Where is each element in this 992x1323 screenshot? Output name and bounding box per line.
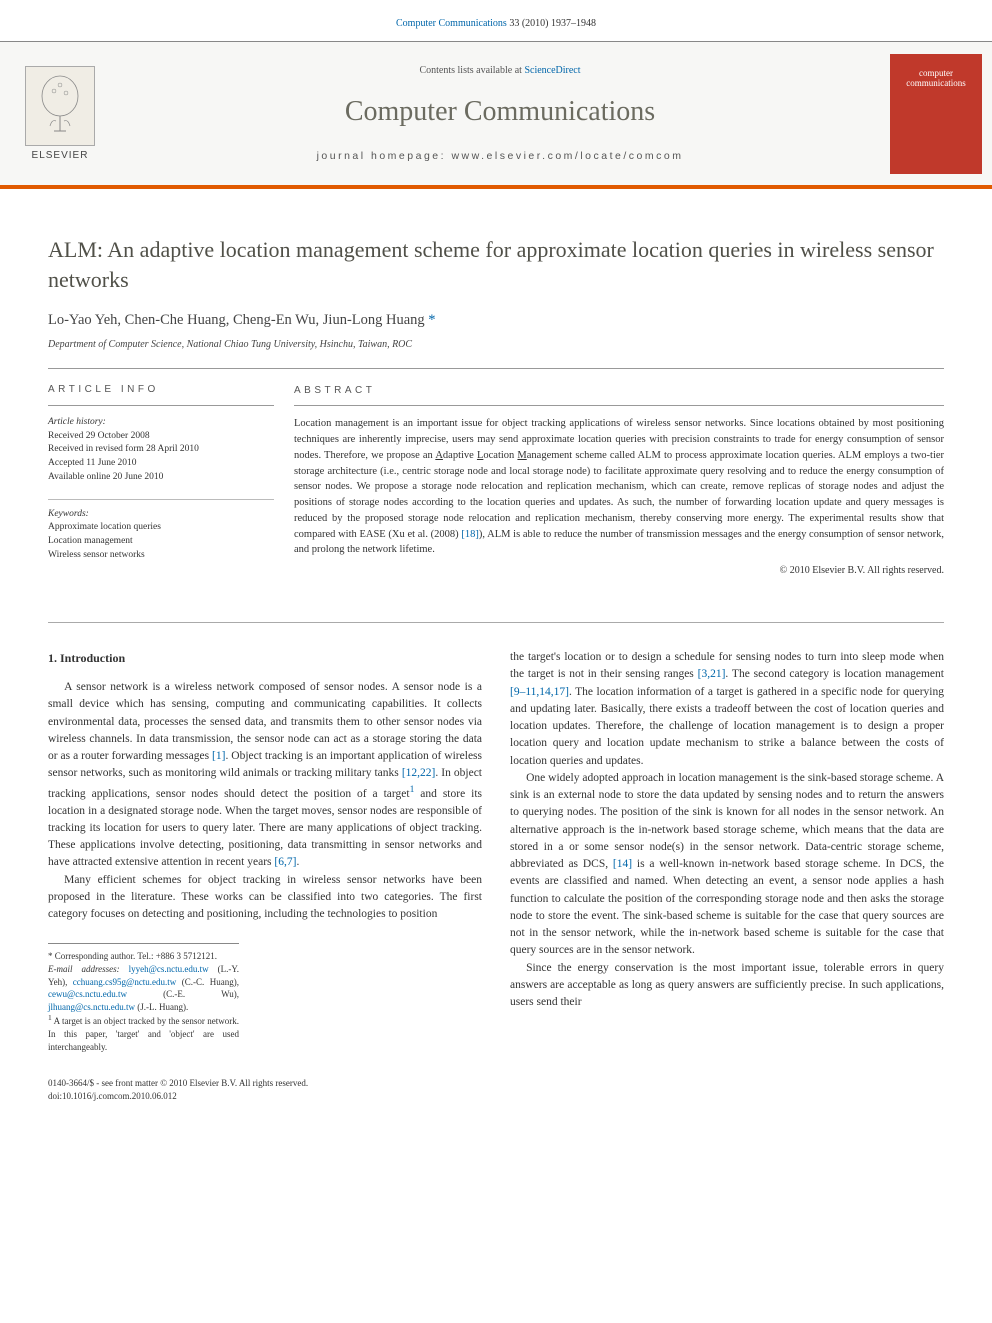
article-history-block: Article history: Received 29 October 200… — [48, 416, 274, 485]
email-label: E-mail addresses: — [48, 964, 120, 974]
citation-header: Computer Communications 33 (2010) 1937–1… — [0, 0, 992, 41]
masthead: ELSEVIER Contents lists available at Sci… — [0, 41, 992, 189]
keyword-3: Wireless sensor networks — [48, 549, 274, 563]
homepage-url[interactable]: www.elsevier.com/locate/comcom — [451, 150, 683, 162]
ref-3-21[interactable]: [3,21] — [698, 668, 726, 680]
email-footnote: E-mail addresses: lyyeh@cs.nctu.edu.tw (… — [48, 963, 239, 1013]
email-name-4: (J.-L. Huang). — [135, 1002, 188, 1012]
abstract-head: ABSTRACT — [294, 383, 944, 406]
footnote-1-text: A target is an object tracked by the sen… — [48, 1016, 239, 1051]
masthead-center: Contents lists available at ScienceDirec… — [120, 42, 880, 185]
homepage-label: journal homepage: — [317, 150, 452, 162]
ref-12-22[interactable]: [12,22] — [402, 767, 436, 779]
sciencedirect-link[interactable]: ScienceDirect — [524, 65, 580, 76]
copyright-strip: 0140-3664/$ - see front matter © 2010 El… — [48, 1077, 944, 1103]
email-name-3: (C.-E. Wu), — [127, 989, 239, 999]
journal-title: Computer Communications — [345, 96, 655, 128]
footnote-1: 1 A target is an object tracked by the s… — [48, 1013, 239, 1053]
intro-paragraph-4: Since the energy conservation is the mos… — [510, 960, 944, 1012]
article-info-panel: ARTICLE INFO Article history: Received 2… — [48, 369, 294, 588]
cover-text-1: computer — [919, 68, 953, 79]
abstract-copyright: © 2010 Elsevier B.V. All rights reserved… — [294, 563, 944, 578]
authors-names: Lo-Yao Yeh, Chen-Che Huang, Cheng-En Wu,… — [48, 312, 425, 328]
ref-9-etc[interactable]: [9–11,14,17] — [510, 686, 569, 698]
p1-e: . — [296, 856, 299, 868]
citation-pages: 33 (2010) 1937–1948 — [509, 18, 596, 29]
footnote-1-num: 1 — [48, 1013, 52, 1022]
publisher-logo-area: ELSEVIER — [0, 42, 120, 185]
email-3[interactable]: cewu@cs.nctu.edu.tw — [48, 989, 127, 999]
contents-prefix: Contents lists available at — [419, 65, 524, 76]
body-columns: 1. Introduction A sensor network is a wi… — [48, 649, 944, 1053]
email-1[interactable]: lyyeh@cs.nctu.edu.tw — [129, 964, 209, 974]
corresponding-author-footnote: * Corresponding author. Tel.: +886 3 571… — [48, 950, 239, 963]
contents-list-line: Contents lists available at ScienceDirec… — [419, 65, 580, 76]
section-1-head: 1. Introduction — [48, 649, 482, 667]
authors-line: Lo-Yao Yeh, Chen-Che Huang, Cheng-En Wu,… — [48, 312, 944, 329]
p2-a: Many efficient schemes for object tracki… — [48, 874, 482, 921]
p1-d: and store its location in a designated s… — [48, 787, 482, 868]
intro-paragraph-2: Many efficient schemes for object tracki… — [48, 872, 482, 924]
email-2[interactable]: cchuang.cs95g@nctu.edu.tw — [73, 977, 177, 987]
p4: Since the energy conservation is the mos… — [510, 962, 944, 1009]
history-accepted: Accepted 11 June 2010 — [48, 457, 274, 471]
ref-1[interactable]: [1] — [212, 750, 225, 762]
history-received: Received 29 October 2008 — [48, 430, 274, 444]
copyright-line-1: 0140-3664/$ - see front matter © 2010 El… — [48, 1077, 944, 1090]
keyword-1: Approximate location queries — [48, 521, 274, 535]
keyword-2: Location management — [48, 535, 274, 549]
footnotes-block: * Corresponding author. Tel.: +886 3 571… — [48, 943, 239, 1053]
section-divider — [48, 622, 944, 623]
abstract-text: Location management is an important issu… — [294, 416, 944, 558]
journal-cover-thumb[interactable]: computer communications — [890, 54, 982, 174]
elsevier-logo[interactable]: ELSEVIER — [15, 59, 105, 169]
publisher-name: ELSEVIER — [32, 150, 89, 161]
affiliation: Department of Computer Science, National… — [48, 339, 944, 350]
intro-paragraph-3: One widely adopted approach in location … — [510, 770, 944, 960]
ref-6-7[interactable]: [6,7] — [274, 856, 296, 868]
col2-c: . The location information of a target i… — [510, 686, 944, 767]
abstract-panel: ABSTRACT Location management is an impor… — [294, 369, 944, 588]
history-online: Available online 20 June 2010 — [48, 471, 274, 485]
article-info-head: ARTICLE INFO — [48, 383, 274, 406]
p3-a: One widely adopted approach in location … — [510, 772, 944, 870]
cover-text-2: communications — [906, 78, 966, 89]
history-revised: Received in revised form 28 April 2010 — [48, 443, 274, 457]
p3-b: is a well-known in-network based storage… — [510, 858, 944, 956]
email-4[interactable]: jlhuang@cs.nctu.edu.tw — [48, 1002, 135, 1012]
col2-b: . The second category is location manage… — [725, 668, 944, 680]
corresponding-author-mark[interactable]: * — [428, 312, 435, 328]
keywords-label: Keywords: — [48, 508, 274, 522]
elsevier-tree-icon — [25, 66, 95, 146]
journal-cover-area: computer communications — [880, 42, 992, 185]
article-title: ALM: An adaptive location management sch… — [48, 235, 944, 294]
intro-paragraph-1: A sensor network is a wireless network c… — [48, 679, 482, 872]
history-label: Article history: — [48, 416, 274, 430]
ref-14[interactable]: [14] — [613, 858, 632, 870]
article-body: ALM: An adaptive location management sch… — [0, 189, 992, 1133]
email-name-2: (C.-C. Huang), — [176, 977, 239, 987]
ref-18[interactable]: [18] — [461, 529, 479, 540]
intro-paragraph-2-cont: the target's location or to design a sch… — [510, 649, 944, 770]
citation-journal-link[interactable]: Computer Communications — [396, 18, 507, 29]
keywords-block: Keywords: Approximate location queries L… — [48, 508, 274, 563]
doi-line: doi:10.1016/j.comcom.2010.06.012 — [48, 1090, 944, 1103]
journal-homepage: journal homepage: www.elsevier.com/locat… — [317, 150, 684, 162]
info-abstract-row: ARTICLE INFO Article history: Received 2… — [48, 368, 944, 588]
